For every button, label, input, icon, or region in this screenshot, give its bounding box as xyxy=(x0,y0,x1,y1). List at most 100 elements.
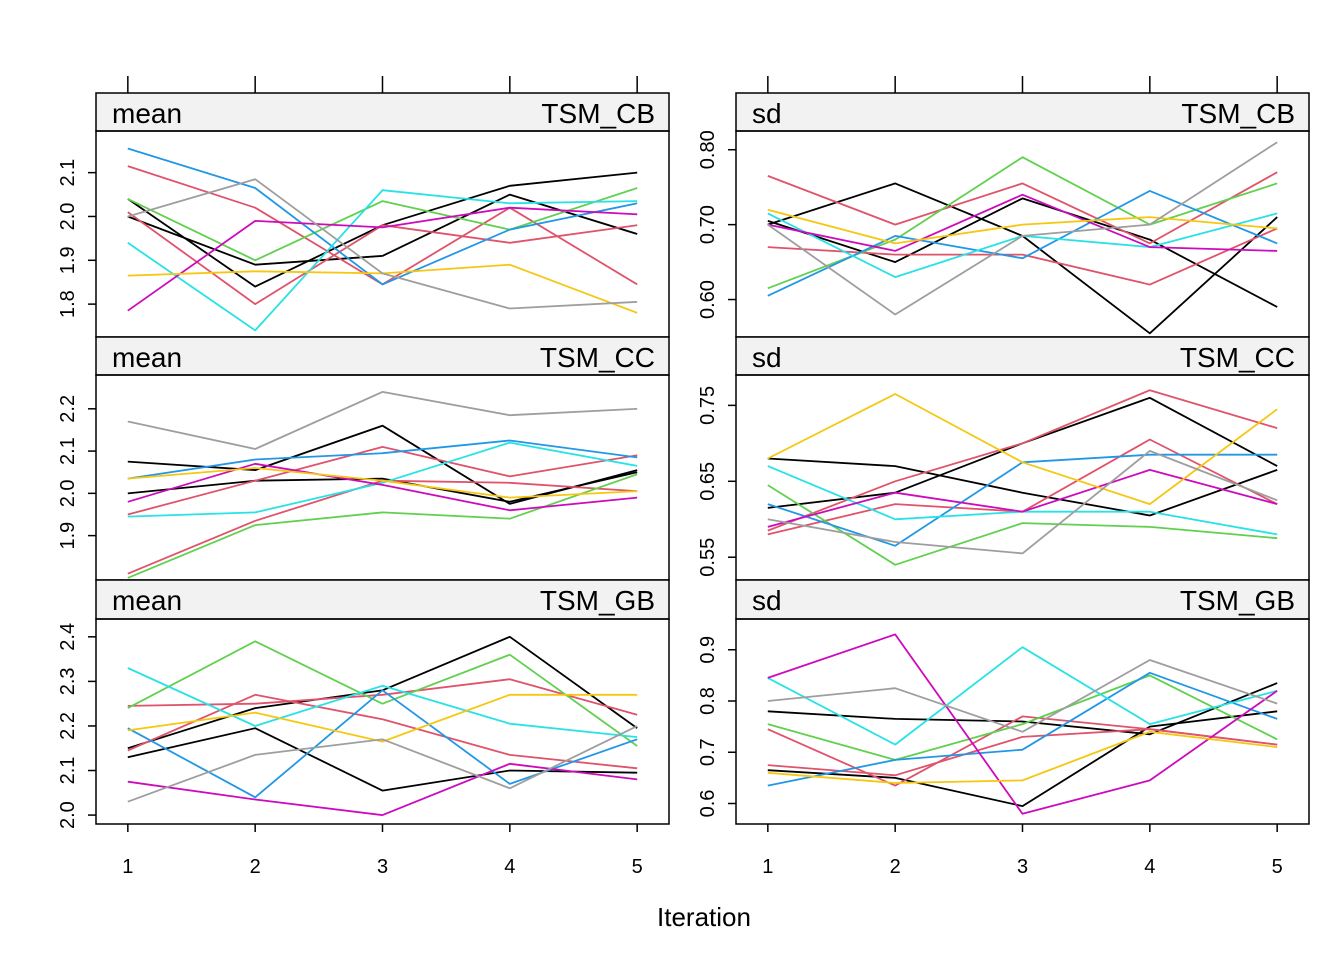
series-line-4 xyxy=(767,728,1278,777)
x-tick-label: 5 xyxy=(632,856,643,878)
series-group xyxy=(127,147,638,332)
series-line-8 xyxy=(127,462,638,512)
series-line-10 xyxy=(767,449,1278,555)
y-tick-label: 0.7 xyxy=(697,738,719,766)
y-tick-label: 1.9 xyxy=(57,522,79,550)
series-line-10 xyxy=(127,390,638,450)
x-tick-label: 1 xyxy=(762,856,773,878)
strip-label-stat: sd xyxy=(752,98,782,129)
y-tick-label: 2.1 xyxy=(57,159,79,187)
series-line-9 xyxy=(767,393,1278,506)
series-line-8 xyxy=(127,762,638,816)
strip-label-variable: TSM_CB xyxy=(1181,98,1295,129)
panels: mean TSM_CB 1.8 1.9 2.0 2.1 sd TSM_CB 0.60 0.70 0.… xyxy=(57,76,1310,878)
y-tick-label: 0.65 xyxy=(697,462,719,501)
y-tick-label: 2.2 xyxy=(57,712,79,740)
y-tick-label: 1.8 xyxy=(57,290,79,318)
strip-label-variable: TSM_GB xyxy=(1180,585,1295,616)
y-tick-label: 2.1 xyxy=(57,437,79,465)
panel-sd-tsm_gb: sd TSM_GB 0.6 0.7 0.8 0.9 1 2 3 4 5 xyxy=(697,579,1310,878)
series-group xyxy=(127,635,638,816)
series-line-1 xyxy=(767,457,1278,517)
series-line-9 xyxy=(767,208,1278,245)
series-line-2 xyxy=(127,193,638,266)
series-line-5 xyxy=(127,473,638,579)
series-line-7 xyxy=(127,667,638,738)
y-tick-label: 0.60 xyxy=(697,280,719,319)
series-line-5 xyxy=(767,484,1278,566)
series-group xyxy=(767,633,1278,815)
series-line-10 xyxy=(127,178,638,310)
series-line-2 xyxy=(127,471,638,503)
series-line-6 xyxy=(127,439,638,480)
y-tick-label: 0.8 xyxy=(697,687,719,715)
y-tick-label: 0.55 xyxy=(697,538,719,577)
series-line-3 xyxy=(127,445,638,516)
strip-label-variable: TSM_CC xyxy=(540,342,655,373)
y-tick-label: 1.9 xyxy=(57,246,79,274)
series-line-8 xyxy=(127,206,638,312)
series-group xyxy=(767,141,1278,335)
panel-mean-tsm_gb: mean TSM_GB 2.0 2.1 2.2 2.3 2.4 1 2 3 4 5 xyxy=(57,579,670,878)
series-line-2 xyxy=(767,197,1278,308)
y-tick-label: 2.2 xyxy=(57,395,79,423)
panel-sd-tsm_cc: sd TSM_CC 0.55 0.65 0.75 xyxy=(697,336,1310,581)
x-tick-label: 5 xyxy=(1272,856,1283,878)
series-line-10 xyxy=(767,659,1278,733)
panel-strip xyxy=(735,579,1310,620)
panel-mean-tsm_cc: mean TSM_CC 1.9 2.0 2.1 2.2 xyxy=(57,336,670,581)
y-tick-label: 2.0 xyxy=(57,203,79,231)
x-tick-label: 3 xyxy=(1017,856,1028,878)
strip-label-stat: mean xyxy=(112,342,182,373)
series-group xyxy=(127,390,638,579)
strip-label-variable: TSM_CC xyxy=(1180,342,1295,373)
series-line-5 xyxy=(127,187,638,262)
y-tick-label: 2.1 xyxy=(57,757,79,785)
x-tick-label: 2 xyxy=(250,856,261,878)
x-tick-label: 2 xyxy=(890,856,901,878)
strip-label-stat: mean xyxy=(112,98,182,129)
panel-strip xyxy=(95,579,670,620)
strip-label-variable: TSM_GB xyxy=(540,585,655,616)
series-line-1 xyxy=(767,682,1278,736)
y-tick-label: 2.0 xyxy=(57,801,79,829)
series-line-8 xyxy=(767,468,1278,528)
strip-label-variable: TSM_CB xyxy=(541,98,655,129)
series-line-10 xyxy=(127,725,638,803)
x-tick-label: 4 xyxy=(1144,856,1155,878)
panel-sd-tsm_cb: sd TSM_CB 0.60 0.70 0.80 xyxy=(697,76,1310,338)
series-line-4 xyxy=(127,678,638,716)
y-tick-label: 0.6 xyxy=(697,790,719,818)
series-line-6 xyxy=(127,147,638,286)
series-line-2 xyxy=(767,710,1278,807)
x-tick-label: 4 xyxy=(504,856,515,878)
strip-label-stat: sd xyxy=(752,342,782,373)
series-line-3 xyxy=(767,171,1278,245)
y-tick-label: 0.80 xyxy=(697,130,719,169)
series-line-7 xyxy=(767,646,1278,746)
y-tick-label: 2.4 xyxy=(57,623,79,651)
series-line-7 xyxy=(127,441,638,518)
panel-strip xyxy=(95,92,670,132)
series-line-8 xyxy=(767,633,1278,815)
series-line-10 xyxy=(767,141,1278,316)
panel-strip xyxy=(735,336,1310,376)
y-tick-label: 0.9 xyxy=(697,636,719,664)
series-line-9 xyxy=(127,467,638,499)
series-line-5 xyxy=(127,640,638,747)
panel-strip xyxy=(95,336,670,376)
x-axis-label: Iteration xyxy=(657,902,751,932)
series-line-7 xyxy=(127,189,638,332)
series-line-1 xyxy=(127,727,638,792)
series-line-6 xyxy=(767,671,1278,787)
strip-label-stat: mean xyxy=(112,585,182,616)
series-line-8 xyxy=(767,193,1278,252)
series-line-9 xyxy=(767,730,1278,784)
y-tick-label: 2.0 xyxy=(57,479,79,507)
y-tick-label: 2.3 xyxy=(57,667,79,695)
series-line-3 xyxy=(127,693,638,770)
series-line-3 xyxy=(767,389,1278,532)
series-line-5 xyxy=(767,674,1278,761)
y-tick-label: 0.70 xyxy=(697,205,719,244)
